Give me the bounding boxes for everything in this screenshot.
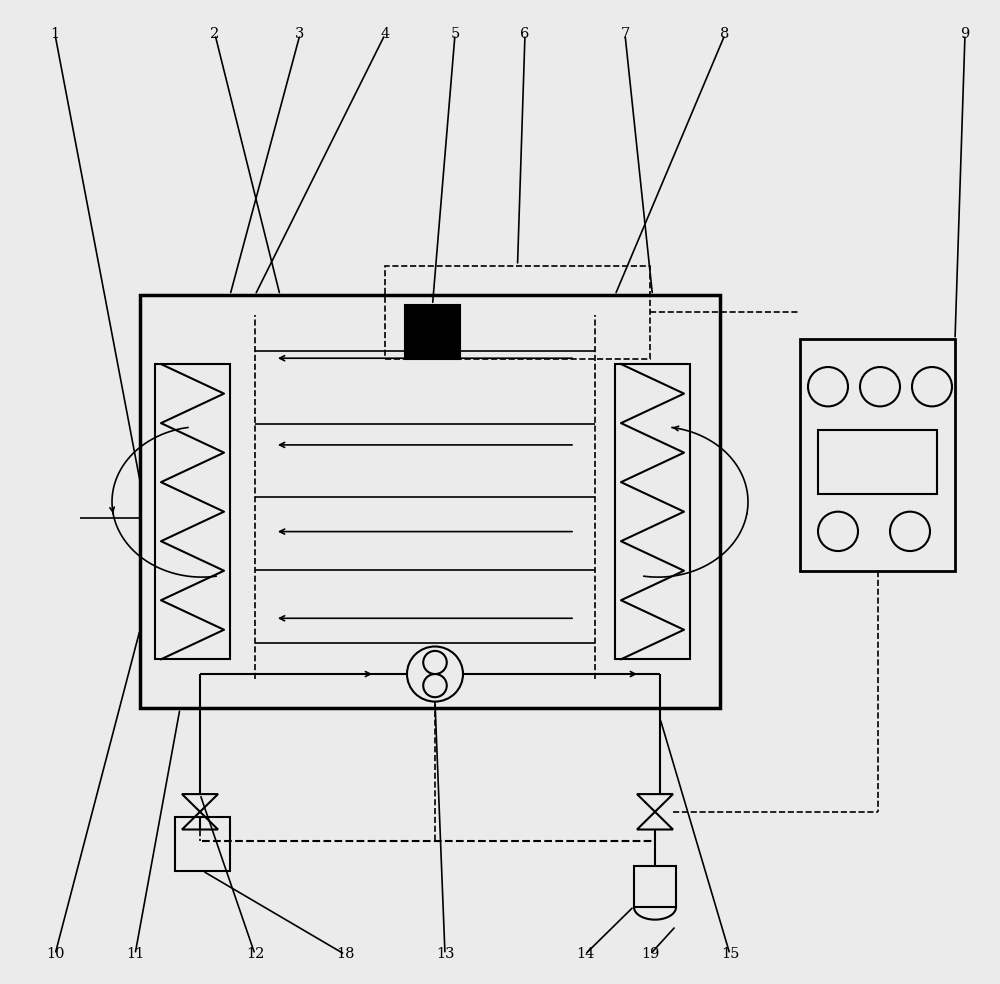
Text: 15: 15	[721, 948, 739, 961]
Text: 14: 14	[576, 948, 594, 961]
Bar	[155, 364, 230, 659]
Text: 7: 7	[620, 28, 630, 41]
Text: 1: 1	[50, 28, 60, 41]
Text: 8: 8	[720, 28, 730, 41]
Text: 6: 6	[520, 28, 530, 41]
Bar	[175, 817, 230, 871]
Bar	[800, 339, 955, 571]
Text: 4: 4	[380, 28, 390, 41]
Text: 2: 2	[210, 28, 220, 41]
Text: 12: 12	[246, 948, 264, 961]
Bar	[140, 295, 720, 708]
Bar	[634, 866, 676, 907]
Text: 9: 9	[960, 28, 970, 41]
Bar	[615, 364, 690, 659]
Text: 11: 11	[126, 948, 144, 961]
Text: 5: 5	[450, 28, 460, 41]
Text: 18: 18	[336, 948, 354, 961]
Text: 13: 13	[436, 948, 454, 961]
Bar	[818, 430, 937, 494]
Text: 3: 3	[295, 28, 305, 41]
Bar	[385, 266, 650, 359]
Text: 19: 19	[641, 948, 659, 961]
Text: 10: 10	[46, 948, 64, 961]
Bar	[405, 305, 460, 359]
